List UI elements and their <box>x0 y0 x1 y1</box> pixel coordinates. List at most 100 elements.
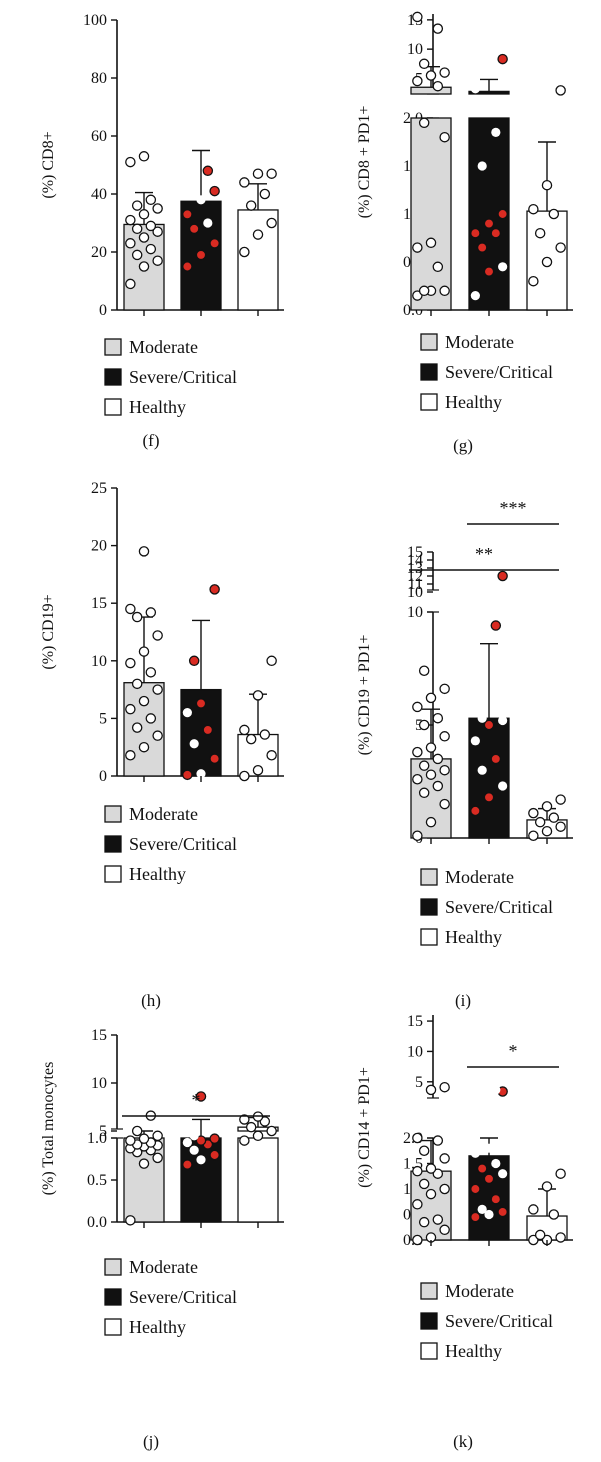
data-point <box>439 731 450 742</box>
data-point <box>425 70 437 81</box>
legend-label-healthy: Healthy <box>129 1317 186 1337</box>
y-tick-label: 10 <box>407 584 423 601</box>
data-point <box>195 1135 207 1146</box>
legend-label-severe: Severe/Critical <box>129 834 237 854</box>
data-point <box>152 684 163 695</box>
legend-label-healthy: Healthy <box>445 392 502 412</box>
y-tick-label: 13 <box>407 560 423 577</box>
data-point <box>555 821 566 832</box>
data-point <box>125 657 136 669</box>
legend-label-moderate: Moderate <box>445 332 514 352</box>
y-tick-label: 1.0 <box>87 1130 107 1147</box>
data-point <box>145 667 157 678</box>
data-point <box>259 729 271 740</box>
data-point <box>182 603 192 613</box>
legend-swatch-healthy <box>420 928 438 946</box>
bar-upper-0 <box>410 86 452 95</box>
y-tick-label: 80 <box>91 70 107 87</box>
data-point <box>195 1091 207 1102</box>
data-point <box>439 131 450 143</box>
legend-swatch-severe <box>420 363 438 381</box>
data-point <box>555 1168 566 1179</box>
data-point <box>131 200 143 211</box>
y-tick-label: 20 <box>91 538 107 555</box>
y-tick-label: 10 <box>91 653 107 670</box>
data-point <box>477 1204 487 1214</box>
data-point <box>209 1149 220 1161</box>
data-point <box>432 1135 444 1146</box>
data-point <box>125 214 136 226</box>
data-point <box>497 1206 508 1218</box>
panel-f: 0 20 40 60 80 100 (%) CD8+ Moderate Severe/Criti… <box>40 12 284 450</box>
data-point <box>528 830 539 841</box>
data-point <box>418 1145 430 1157</box>
data-point <box>152 203 163 214</box>
data-point <box>182 1159 193 1170</box>
data-point <box>125 603 136 615</box>
bar-1 <box>468 717 510 839</box>
data-point <box>470 611 480 622</box>
data-point <box>432 780 444 792</box>
bar-0 <box>123 1137 165 1223</box>
data-point <box>131 249 143 261</box>
data-point <box>152 226 163 237</box>
data-point <box>470 1183 481 1195</box>
data-point <box>418 719 430 731</box>
data-point <box>125 238 136 249</box>
data-point <box>470 84 480 94</box>
data-point <box>432 80 444 92</box>
legend-label-healthy: Healthy <box>445 1341 502 1361</box>
y-tick-label: 10 <box>407 604 423 621</box>
data-point <box>425 816 437 828</box>
y-tick-label: 100 <box>83 12 107 29</box>
data-point <box>528 203 539 215</box>
data-point <box>483 792 495 803</box>
data-point <box>483 1173 495 1185</box>
significance-label: * <box>509 1041 518 1061</box>
y-tick-label: 20 <box>91 244 107 261</box>
data-point <box>548 208 560 220</box>
y-tick-label: 15 <box>407 544 423 561</box>
data-point <box>425 692 437 704</box>
data-point <box>203 1126 213 1136</box>
data-point <box>498 262 508 272</box>
y-tick-label: 10 <box>407 41 423 58</box>
data-point <box>196 195 206 205</box>
data-point <box>491 1158 501 1169</box>
legend-label-healthy: Healthy <box>129 397 186 417</box>
legend-label-healthy: Healthy <box>129 864 186 884</box>
significance-label: *** <box>500 498 527 518</box>
data-point <box>245 200 257 211</box>
panel-label: (h) <box>141 991 161 1010</box>
data-point <box>555 794 566 805</box>
data-point <box>196 58 206 69</box>
data-point <box>125 1135 136 1146</box>
legend-swatch-severe <box>420 1312 438 1330</box>
bar-2 <box>237 209 279 311</box>
legend-label-severe: Severe/Critical <box>129 367 237 387</box>
y-tick-label: 5 <box>99 1123 107 1140</box>
data-point <box>252 764 264 776</box>
data-point <box>203 218 213 228</box>
data-point <box>477 713 487 723</box>
data-point <box>548 812 560 823</box>
y-tick-label: 11 <box>408 576 423 593</box>
data-point <box>138 546 150 557</box>
panel-label: (j) <box>143 1432 159 1451</box>
data-point <box>541 256 553 268</box>
data-point <box>252 690 264 701</box>
data-point <box>432 712 444 724</box>
bar-1 <box>468 1155 510 1241</box>
data-point <box>209 238 220 249</box>
data-point <box>497 208 508 220</box>
data-point <box>152 1152 163 1164</box>
data-point <box>131 678 143 690</box>
legend-label-severe: Severe/Critical <box>445 362 553 382</box>
data-point <box>145 607 157 618</box>
data-point <box>425 1163 437 1174</box>
data-point <box>541 825 553 837</box>
data-point <box>138 646 150 657</box>
data-point <box>412 1165 423 1177</box>
